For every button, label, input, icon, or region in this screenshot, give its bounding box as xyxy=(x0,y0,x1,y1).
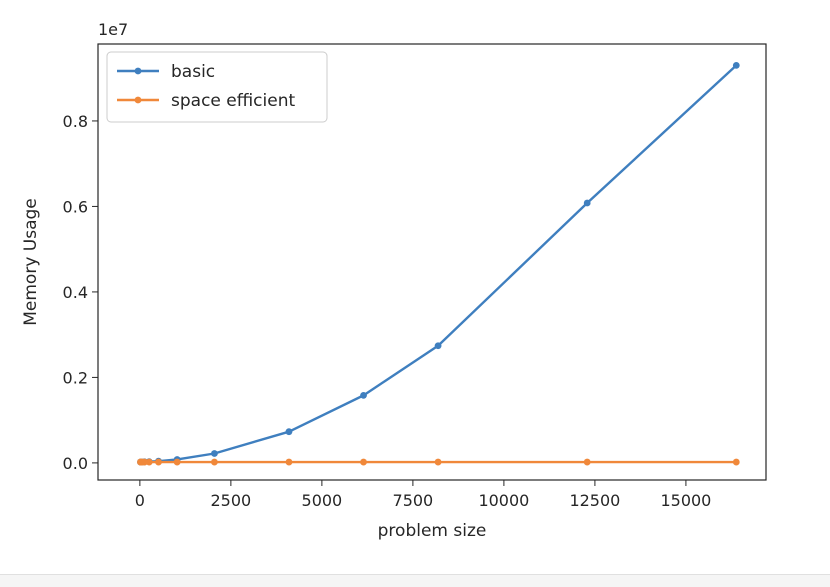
legend-marker xyxy=(134,67,142,75)
x-axis-ticks: 0 2500 5000 7500 10000 12500 15000 xyxy=(135,480,711,510)
data-point-space-efficient xyxy=(173,458,181,466)
data-point-basic xyxy=(732,61,740,69)
legend-box xyxy=(106,51,328,123)
data-point-space-efficient xyxy=(145,458,153,466)
y-tick-label: 0.6 xyxy=(63,197,88,216)
data-point-basic xyxy=(360,391,367,399)
y-tick-label: 0.8 xyxy=(63,112,88,131)
x-tick-label: 5000 xyxy=(302,491,343,510)
x-tick-label: 0 xyxy=(135,491,145,510)
data-point-basic xyxy=(434,342,442,350)
y-axis-label: Memory Usage xyxy=(21,198,41,326)
x-tick-label: 7500 xyxy=(393,491,434,510)
y-tick-label: 0.4 xyxy=(63,283,88,302)
data-point-space-efficient xyxy=(583,458,591,466)
legend: basic space efficient xyxy=(106,51,328,123)
output-footer-strip xyxy=(0,574,830,587)
x-tick-label: 2500 xyxy=(211,491,252,510)
data-point-basic xyxy=(285,428,293,436)
data-point-space-efficient xyxy=(360,458,367,466)
data-point-basic xyxy=(583,199,591,207)
legend-label: space efficient xyxy=(171,91,295,111)
data-point-space-efficient xyxy=(732,458,740,466)
legend-marker xyxy=(134,96,142,104)
data-point-space-efficient xyxy=(434,458,442,466)
x-axis-label: problem size xyxy=(378,521,487,541)
data-point-space-efficient xyxy=(155,458,162,466)
x-tick-label: 12500 xyxy=(569,491,620,510)
data-point-space-efficient xyxy=(141,458,148,466)
legend-label: basic xyxy=(171,62,215,82)
y-offset-text: 1e7 xyxy=(98,20,128,39)
y-tick-label: 0.2 xyxy=(63,368,88,387)
data-point-space-efficient xyxy=(285,458,293,466)
series-group xyxy=(137,61,740,466)
y-axis-ticks: 0.0 0.2 0.4 0.6 0.8 xyxy=(63,112,98,473)
y-tick-label: 0.0 xyxy=(63,454,88,473)
x-tick-label: 15000 xyxy=(660,491,711,510)
data-point-space-efficient xyxy=(211,458,218,466)
data-point-basic xyxy=(211,450,218,457)
x-tick-label: 10000 xyxy=(478,491,529,510)
